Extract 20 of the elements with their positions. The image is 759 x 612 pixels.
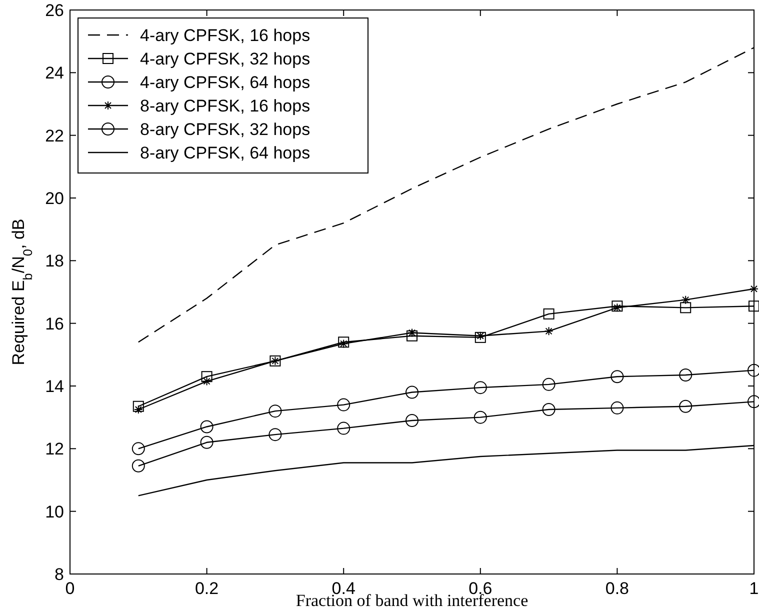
legend-label: 4-ary CPFSK, 64 hops xyxy=(140,73,310,92)
legend-label: 4-ary CPFSK, 32 hops xyxy=(140,50,310,68)
legend-label: 8-ary CPFSK, 32 hops xyxy=(140,120,310,139)
y-tick-label: 24 xyxy=(45,64,64,83)
x-tick-label: 1 xyxy=(749,579,759,598)
legend-label: 4-ary CPFSK, 16 hops xyxy=(140,26,310,45)
y-tick-label: 8 xyxy=(54,565,64,584)
y-tick-label: 20 xyxy=(45,189,64,208)
y-tick-label: 18 xyxy=(45,252,64,271)
legend-label: 8-ary CPFSK, 64 hops xyxy=(140,144,310,162)
x-tick-label: 0 xyxy=(65,579,75,598)
y-tick-label: 26 xyxy=(45,1,64,20)
y-tick-label: 12 xyxy=(45,440,64,459)
x-tick-label: 0.8 xyxy=(605,579,630,598)
x-tick-label: 0.2 xyxy=(194,579,219,598)
y-tick-label: 16 xyxy=(45,314,64,334)
y-tick-label: 14 xyxy=(45,377,64,396)
y-tick-label: 22 xyxy=(45,126,64,146)
legend-label: 8-ary CPFSK, 16 hops xyxy=(140,96,310,116)
y-tick-label: 10 xyxy=(45,502,64,522)
